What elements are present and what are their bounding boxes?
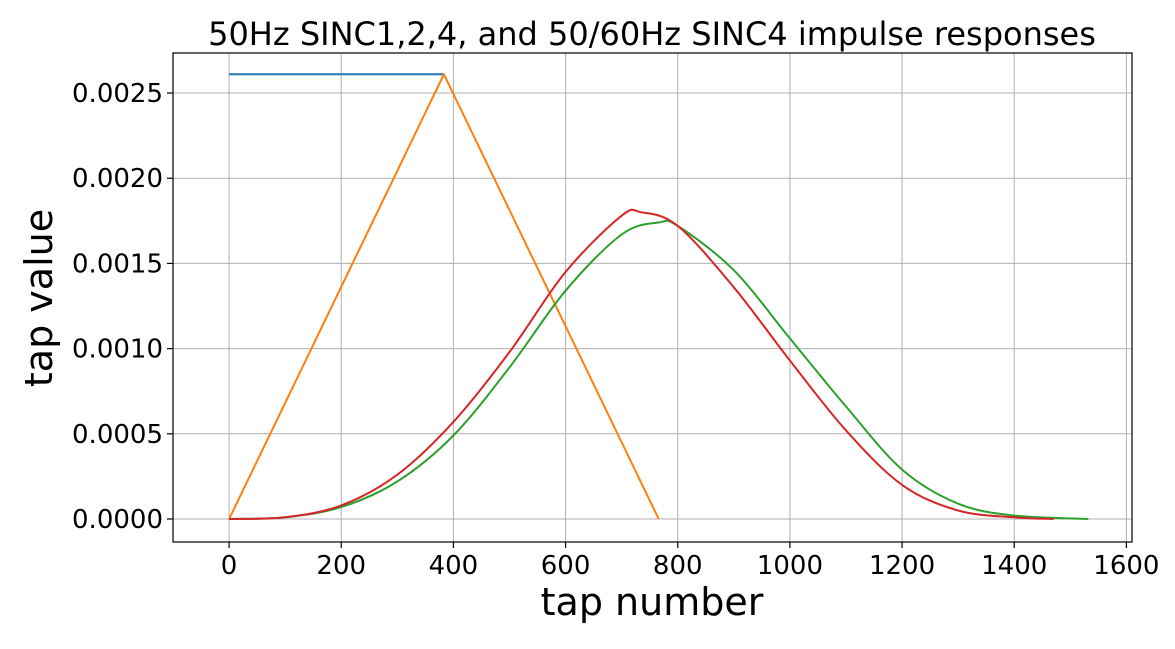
y-axis-label: tap value — [17, 209, 61, 387]
series-line-3 — [229, 219, 1089, 520]
x-axis: 0 200 400 600 800 1000 1200 1400 1600 — [221, 542, 1159, 581]
x-tick-label: 200 — [316, 551, 366, 581]
chart-title: 50Hz SINC1,2,4, and 50/60Hz SINC4 impuls… — [208, 15, 1096, 53]
x-tick-label: 1200 — [869, 551, 935, 581]
y-tick-label: 0.0000 — [72, 505, 163, 535]
x-tick-label: 1400 — [981, 551, 1047, 581]
series-group — [228, 73, 1089, 520]
x-tick-label: 400 — [429, 551, 479, 581]
grid — [173, 53, 1132, 542]
plot-background — [173, 53, 1132, 542]
x-tick-label: 600 — [541, 551, 591, 581]
x-tick-label: 1000 — [757, 551, 823, 581]
plot-frame — [172, 52, 1133, 543]
x-tick-label: 1600 — [1093, 551, 1159, 581]
series-line-4 — [229, 208, 1054, 520]
y-tick-label: 0.0025 — [72, 79, 163, 109]
y-tick-label: 0.0010 — [72, 335, 163, 365]
x-tick-label: 800 — [653, 551, 703, 581]
y-tick-label: 0.0005 — [72, 420, 163, 450]
x-axis-label: tap number — [541, 580, 764, 624]
series-line-2 — [228, 73, 660, 520]
y-tick-label: 0.0020 — [72, 164, 163, 194]
y-axis: 0.0000 0.0005 0.0010 0.0015 0.0020 0.0025 — [72, 79, 173, 535]
x-tick-label: 0 — [221, 551, 238, 581]
y-tick-label: 0.0015 — [72, 249, 163, 279]
